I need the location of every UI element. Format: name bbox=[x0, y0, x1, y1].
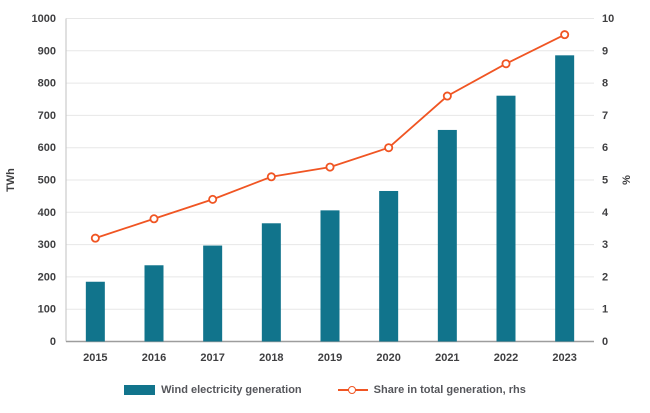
legend-bar-swatch-icon bbox=[124, 385, 156, 395]
line-marker-2018 bbox=[266, 172, 276, 182]
line-marker-2022 bbox=[501, 59, 511, 69]
line-marker-2020 bbox=[384, 143, 394, 153]
line-marker-2019 bbox=[325, 162, 335, 172]
y-tick-right-0: 0 bbox=[602, 336, 608, 348]
y-tick-right-8: 8 bbox=[602, 78, 608, 90]
y-tick-right-5: 5 bbox=[602, 175, 608, 187]
y-tick-left-1000: 1000 bbox=[32, 13, 56, 25]
line-marker-2021 bbox=[442, 91, 452, 101]
share-line bbox=[95, 33, 566, 239]
y-tick-right-9: 9 bbox=[602, 45, 608, 57]
legend: Wind electricity generation Share in tot… bbox=[0, 384, 650, 396]
y-tick-left-700: 700 bbox=[38, 110, 56, 122]
x-tick-2023: 2023 bbox=[552, 352, 576, 364]
bar-2015 bbox=[85, 281, 105, 342]
bar-2019 bbox=[320, 210, 340, 342]
y-tick-right-1: 1 bbox=[602, 304, 608, 316]
y-tick-left-900: 900 bbox=[38, 45, 56, 57]
x-tick-2022: 2022 bbox=[494, 352, 518, 364]
bar-2021 bbox=[437, 129, 457, 342]
y-tick-left-800: 800 bbox=[38, 78, 56, 90]
bar-2017 bbox=[203, 245, 223, 342]
line-marker-2016 bbox=[149, 214, 159, 224]
x-tick-2020: 2020 bbox=[376, 352, 400, 364]
legend-label-share: Share in total generation, rhs bbox=[373, 384, 526, 396]
legend-item-share: Share in total generation, rhs bbox=[337, 384, 526, 396]
y-tick-right-2: 2 bbox=[602, 271, 608, 283]
x-tick-2016: 2016 bbox=[142, 352, 166, 364]
x-tick-2017: 2017 bbox=[200, 352, 224, 364]
left-axis-title: TWh bbox=[5, 168, 17, 192]
right-axis-title: % bbox=[621, 175, 633, 185]
legend-open-circle-icon bbox=[348, 385, 357, 394]
y-tick-right-7: 7 bbox=[602, 110, 608, 122]
y-tick-left-0: 0 bbox=[50, 336, 56, 348]
chart-plot-area: 0 100 200 300 400 500 600 700 800 900 1000 0 1 2 3 4 5 6 7… bbox=[5, 13, 633, 364]
y-tick-left-300: 300 bbox=[38, 239, 56, 251]
line-marker-2017 bbox=[208, 194, 218, 204]
legend-line-marker-icon bbox=[337, 385, 368, 394]
y-tick-left-500: 500 bbox=[38, 175, 56, 187]
bar-2016 bbox=[144, 265, 164, 342]
x-tick-2018: 2018 bbox=[259, 352, 283, 364]
y-tick-right-10: 10 bbox=[602, 13, 614, 25]
y-tick-left-400: 400 bbox=[38, 207, 56, 219]
y-tick-left-600: 600 bbox=[38, 142, 56, 154]
line-marker-2015 bbox=[90, 233, 100, 243]
bar-2023 bbox=[555, 55, 575, 342]
x-tick-2015: 2015 bbox=[83, 352, 107, 364]
bar-2020 bbox=[379, 190, 399, 342]
y-tick-left-100: 100 bbox=[38, 304, 56, 316]
y-tick-right-6: 6 bbox=[602, 142, 608, 154]
y-tick-left-200: 200 bbox=[38, 271, 56, 283]
legend-label-wind-generation: Wind electricity generation bbox=[161, 384, 302, 396]
y-tick-right-4: 4 bbox=[602, 207, 609, 219]
legend-item-wind-generation: Wind electricity generation bbox=[124, 384, 302, 396]
bar-2022 bbox=[496, 95, 516, 342]
bar-2018 bbox=[261, 223, 281, 342]
y-tick-right-3: 3 bbox=[602, 239, 608, 251]
line-marker-2023 bbox=[560, 30, 570, 40]
x-tick-2021: 2021 bbox=[435, 352, 459, 364]
x-tick-2019: 2019 bbox=[318, 352, 342, 364]
